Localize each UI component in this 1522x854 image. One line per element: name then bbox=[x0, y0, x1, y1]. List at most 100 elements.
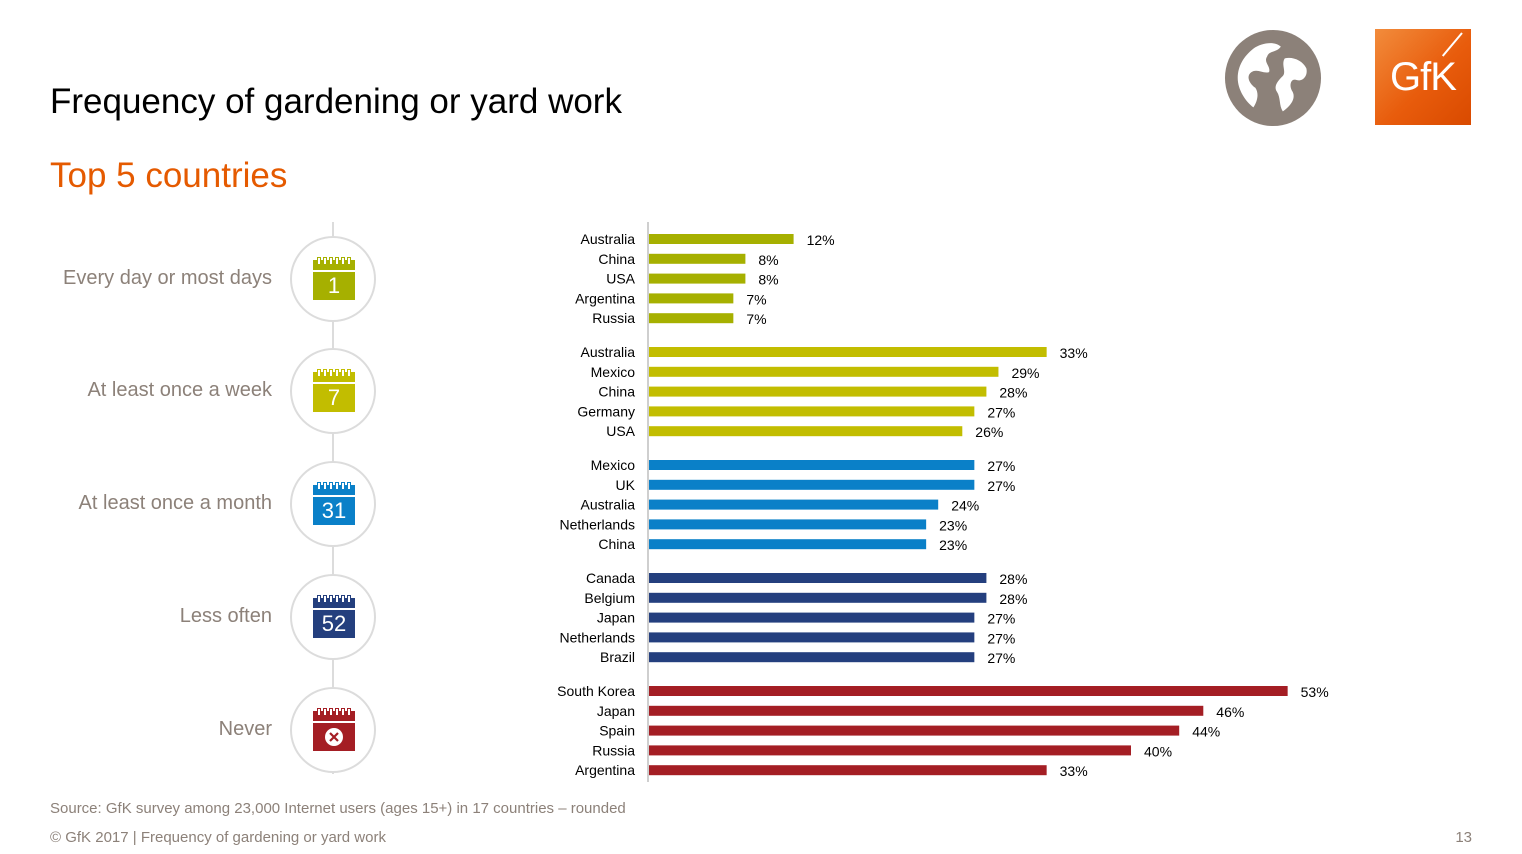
bar bbox=[649, 765, 1047, 776]
data-label: 28% bbox=[999, 571, 1027, 587]
calendar-icon: 7 bbox=[313, 369, 355, 412]
category-label: Netherlands bbox=[560, 629, 636, 645]
data-label: 46% bbox=[1216, 704, 1244, 720]
data-label: 8% bbox=[758, 252, 778, 268]
frequency-label: Less often bbox=[179, 605, 272, 627]
data-label: 12% bbox=[807, 232, 835, 248]
data-label: 24% bbox=[951, 498, 979, 514]
gfk-logo: GfK bbox=[1375, 29, 1471, 125]
bar bbox=[649, 366, 999, 377]
bar bbox=[649, 426, 963, 437]
frequency-label: Never bbox=[218, 718, 272, 740]
frequency-circle bbox=[290, 687, 376, 773]
data-label: 23% bbox=[939, 517, 967, 533]
category-label: Argentina bbox=[575, 290, 635, 306]
category-label: Mexico bbox=[591, 457, 636, 473]
category-label: Japan bbox=[597, 703, 635, 719]
data-label: 8% bbox=[758, 272, 778, 288]
bar bbox=[649, 592, 987, 603]
category-label: Argentina bbox=[575, 762, 635, 778]
category-label: Australia bbox=[581, 344, 636, 360]
footer-copyright: © GfK 2017 | Frequency of gardening or y… bbox=[50, 829, 386, 846]
globe-icon bbox=[1224, 29, 1322, 127]
bar bbox=[649, 539, 927, 550]
frequency-circle: 1 bbox=[290, 236, 376, 322]
category-label: USA bbox=[606, 423, 635, 439]
category-label: Belgium bbox=[584, 590, 635, 606]
page-title: Frequency of gardening or yard work bbox=[50, 82, 622, 121]
bar bbox=[649, 612, 975, 623]
calendar-number bbox=[313, 723, 355, 751]
frequency-label: Every day or most days bbox=[63, 267, 272, 289]
category-label: China bbox=[598, 251, 635, 267]
category-label: Canada bbox=[586, 570, 635, 586]
data-label: 44% bbox=[1192, 724, 1220, 740]
category-label: USA bbox=[606, 271, 635, 287]
data-label: 7% bbox=[746, 291, 766, 307]
frequency-circle: 31 bbox=[290, 461, 376, 547]
category-label: China bbox=[598, 384, 635, 400]
calendar-icon: 1 bbox=[313, 257, 355, 300]
category-label: UK bbox=[616, 477, 636, 493]
category-label: Brazil bbox=[600, 649, 635, 665]
page-subtitle: Top 5 countries bbox=[50, 156, 288, 195]
bar bbox=[649, 386, 987, 397]
calendar-icon: 52 bbox=[313, 595, 355, 638]
page-number: 13 bbox=[1455, 829, 1472, 846]
bar bbox=[649, 705, 1204, 716]
logo-text: GfK bbox=[1390, 55, 1457, 99]
frequency-label: At least once a month bbox=[78, 492, 272, 514]
bar bbox=[649, 573, 987, 583]
data-label: 28% bbox=[999, 591, 1027, 607]
category-label: Japan bbox=[597, 610, 635, 626]
bar bbox=[649, 632, 975, 643]
bar bbox=[649, 313, 734, 324]
category-label: Russia bbox=[592, 742, 635, 758]
bar bbox=[649, 460, 975, 470]
calendar-icon: 31 bbox=[313, 482, 355, 525]
bar bbox=[649, 253, 746, 264]
category-label: Mexico bbox=[591, 364, 636, 380]
data-label: 29% bbox=[1011, 365, 1039, 381]
calendar-number: 31 bbox=[313, 497, 355, 525]
frequency-circle: 7 bbox=[290, 348, 376, 434]
x-icon bbox=[325, 728, 343, 746]
category-label: China bbox=[598, 536, 635, 552]
calendar-number: 52 bbox=[313, 610, 355, 638]
data-label: 40% bbox=[1144, 743, 1172, 759]
data-label: 27% bbox=[987, 650, 1015, 666]
bar bbox=[649, 347, 1047, 357]
category-label: South Korea bbox=[557, 683, 635, 699]
data-label: 7% bbox=[746, 311, 766, 327]
bar bbox=[649, 273, 746, 284]
data-label: 27% bbox=[987, 404, 1015, 420]
data-label: 27% bbox=[987, 458, 1015, 474]
category-label: Australia bbox=[581, 231, 636, 247]
data-label: 28% bbox=[999, 385, 1027, 401]
bar bbox=[649, 519, 927, 530]
data-label: 27% bbox=[987, 611, 1015, 627]
category-label: Germany bbox=[577, 403, 635, 419]
bar bbox=[649, 499, 939, 510]
source-note: Source: GfK survey among 23,000 Internet… bbox=[50, 800, 626, 817]
category-label: Russia bbox=[592, 310, 635, 326]
calendar-icon bbox=[313, 708, 355, 751]
data-label: 27% bbox=[987, 630, 1015, 646]
bar bbox=[649, 745, 1131, 756]
data-label: 23% bbox=[939, 537, 967, 553]
bar bbox=[649, 725, 1180, 736]
data-label: 33% bbox=[1060, 763, 1088, 779]
category-label: Australia bbox=[581, 497, 636, 513]
bar bbox=[649, 406, 975, 417]
frequency-circle: 52 bbox=[290, 574, 376, 660]
bar bbox=[649, 479, 975, 490]
bar bbox=[649, 652, 975, 663]
category-label: Netherlands bbox=[560, 516, 636, 532]
bar bbox=[649, 686, 1288, 696]
calendar-number: 7 bbox=[313, 384, 355, 412]
bar bbox=[649, 234, 794, 244]
data-label: 33% bbox=[1060, 345, 1088, 361]
calendar-number: 1 bbox=[313, 272, 355, 300]
data-label: 26% bbox=[975, 424, 1003, 440]
data-label: 27% bbox=[987, 478, 1015, 494]
